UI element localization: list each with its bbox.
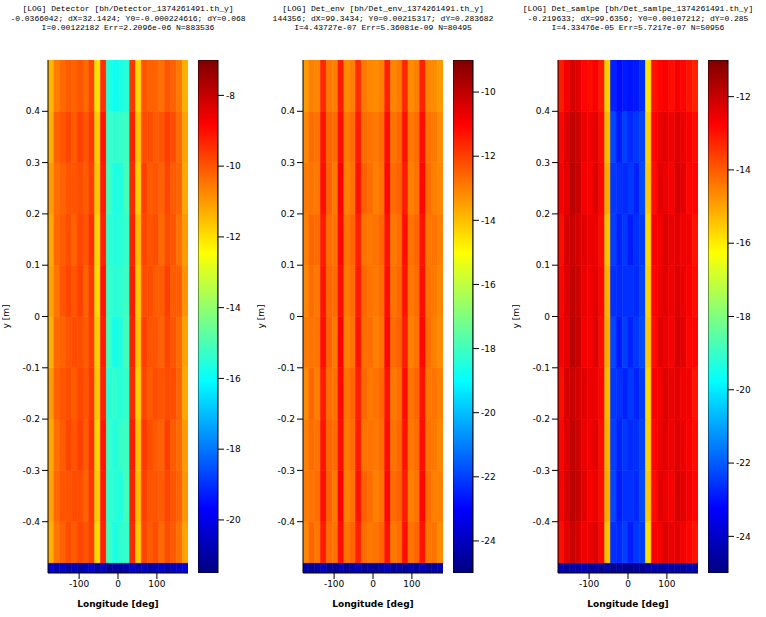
html-text:[LOG] Det_env [bh/Det_env_1374: [LOG] Det_env [bh/Det_env_1374261491.th_…: [282, 4, 484, 13]
svg-text:-12: -12: [226, 232, 241, 242]
svg-text:0.3: 0.3: [281, 158, 295, 168]
svg-text:0.1: 0.1: [26, 260, 40, 270]
svg-text:100: 100: [148, 579, 165, 589]
svg-text:-16: -16: [226, 374, 241, 384]
svg-text:-0.2: -0.2: [277, 414, 295, 424]
svg-text:100: 100: [403, 579, 420, 589]
svg-text:0.3: 0.3: [536, 158, 550, 168]
svg-text:y [m]: y [m]: [257, 305, 266, 329]
html-text:-0.0366042; dX=32.1424; Y0=-0.: -0.0366042; dX=32.1424; Y0=-0.000224616;…: [10, 13, 246, 23]
svg-text:-0.3: -0.3: [22, 466, 40, 476]
svg-text:-0.2: -0.2: [22, 414, 40, 424]
svg-text:-0.4: -0.4: [22, 517, 40, 527]
svg-text:-10: -10: [481, 87, 496, 97]
svg-text:-18: -18: [736, 312, 751, 322]
html-text:I=4.43727e-07 Err=5.36081e-09: I=4.43727e-07 Err=5.36081e-09 N=80495: [294, 23, 472, 32]
svg-text:-20: -20: [736, 385, 751, 395]
svg-text:0: 0: [544, 312, 550, 322]
svg-text:-0.1: -0.1: [22, 363, 40, 373]
svg-text:-16: -16: [481, 280, 496, 290]
svg-text:-24: -24: [736, 532, 751, 542]
svg-text:-8: -8: [226, 91, 235, 101]
svg-text:-22: -22: [736, 458, 751, 468]
svg-text:Longitude [deg]: Longitude [deg]: [77, 599, 158, 609]
svg-text:-14: -14: [226, 303, 241, 313]
svg-text:-18: -18: [226, 444, 241, 454]
svg-text:-0.3: -0.3: [532, 466, 550, 476]
html-text:-0.219633; dX=99.6356; Y0=0.00: -0.219633; dX=99.6356; Y0=0.00107212; dY…: [527, 13, 749, 23]
svg-text:Longitude [deg]: Longitude [deg]: [587, 599, 668, 609]
svg-text:-0.2: -0.2: [532, 414, 550, 424]
svg-text:-12: -12: [481, 151, 496, 161]
svg-text:0: 0: [370, 579, 376, 589]
svg-text:-0.4: -0.4: [532, 517, 550, 527]
svg-text:0: 0: [625, 579, 631, 589]
svg-text:0.1: 0.1: [536, 260, 550, 270]
svg-text:-14: -14: [736, 165, 751, 175]
svg-text:0: 0: [115, 579, 121, 589]
html-text:I=4.33476e-05 Err=5.7217e-07 N: I=4.33476e-05 Err=5.7217e-07 N=50956: [551, 23, 725, 32]
html-text:[LOG] Det_samlpe [bh/Det_samlp: [LOG] Det_samlpe [bh/Det_samlpe_13742614…: [522, 4, 754, 13]
svg-text:100: 100: [658, 579, 675, 589]
svg-text:-16: -16: [736, 238, 751, 248]
svg-text:-20: -20: [481, 408, 496, 418]
svg-text:0.2: 0.2: [281, 209, 295, 219]
svg-text:y [m]: y [m]: [512, 305, 521, 329]
svg-text:0.2: 0.2: [26, 209, 40, 219]
svg-text:-22: -22: [481, 472, 496, 482]
svg-text:0.4: 0.4: [281, 106, 296, 116]
svg-text:-0.4: -0.4: [277, 517, 295, 527]
svg-text:Longitude [deg]: Longitude [deg]: [332, 599, 413, 609]
html-text:144356; dX=99.3434; Y0=0.00215: 144356; dX=99.3434; Y0=0.00215317; dY=0.…: [272, 13, 494, 23]
svg-text:0.2: 0.2: [536, 209, 550, 219]
svg-text:-100: -100: [324, 579, 345, 589]
svg-text:-14: -14: [481, 216, 496, 226]
html-text:I=0.00122182 Err=2.2096e-06 N=: I=0.00122182 Err=2.2096e-06 N=883536: [41, 23, 215, 32]
svg-text:-0.1: -0.1: [532, 363, 550, 373]
svg-text:-24: -24: [481, 536, 496, 546]
html-text:[LOG] Detector [bh/Detector_13: [LOG] Detector [bh/Detector_1374261491.t…: [22, 4, 234, 13]
svg-text:0.3: 0.3: [26, 158, 40, 168]
svg-text:0.4: 0.4: [536, 106, 551, 116]
svg-text:-100: -100: [69, 579, 90, 589]
svg-text:-0.1: -0.1: [277, 363, 295, 373]
svg-text:0.4: 0.4: [26, 106, 41, 116]
svg-text:-100: -100: [579, 579, 600, 589]
svg-text:0: 0: [289, 312, 295, 322]
svg-text:-12: -12: [736, 92, 751, 102]
svg-text:-18: -18: [481, 344, 496, 354]
svg-text:y [m]: y [m]: [2, 305, 11, 329]
svg-text:-10: -10: [226, 161, 241, 171]
svg-text:-20: -20: [226, 515, 241, 525]
svg-text:-0.3: -0.3: [277, 466, 295, 476]
svg-text:0.1: 0.1: [281, 260, 295, 270]
svg-text:0: 0: [34, 312, 40, 322]
